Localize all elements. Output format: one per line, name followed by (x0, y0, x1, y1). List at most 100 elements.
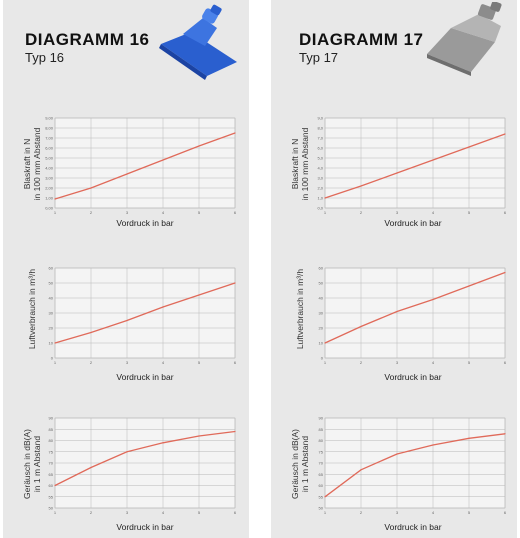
x-tick-label: 6 (504, 210, 507, 215)
y-tick-label: 65 (49, 472, 54, 477)
y-tick-label: 4,0 (317, 166, 323, 171)
data-point (360, 185, 362, 187)
y-tick-label: 55 (319, 494, 324, 499)
y-tick-label: 0,00 (45, 206, 54, 211)
data-point (90, 187, 92, 189)
data-point (432, 444, 434, 446)
y-tick-label: 0 (51, 356, 54, 361)
y-tick-label: 30 (319, 311, 324, 316)
y-tick-label: 50 (49, 281, 54, 286)
y-axis-label: Luftverbrauch in m³/h (295, 268, 305, 350)
x-tick-label: 3 (126, 210, 129, 215)
x-tick-label: 4 (432, 210, 435, 215)
y-tick-label: 65 (319, 472, 324, 477)
plot-background (324, 117, 506, 209)
y-tick-label: 7,00 (45, 136, 54, 141)
x-tick-label: 6 (234, 360, 237, 365)
x-tick-label: 6 (504, 360, 507, 365)
y-tick-label: 4,00 (45, 166, 54, 171)
data-point (468, 285, 470, 287)
data-point (162, 306, 164, 308)
x-tick-label: 3 (396, 510, 399, 515)
y-tick-label: 90 (319, 416, 324, 421)
data-point (198, 294, 200, 296)
data-point (468, 437, 470, 439)
x-axis-label: Vordruck in bar (384, 372, 442, 382)
data-point (234, 430, 236, 433)
y-tick-label: 70 (319, 461, 324, 466)
data-point (54, 342, 56, 344)
data-point (54, 484, 56, 487)
y-tick-label: 7,0 (317, 136, 323, 141)
x-tick-label: 1 (324, 360, 327, 365)
y-tick-label: 8,00 (45, 126, 54, 131)
data-point (360, 325, 362, 328)
plot-area: 0 10 20 30 40 50 60 1 2 3 4 5 6 (319, 266, 507, 366)
series-line (324, 133, 506, 199)
y-tick-label: 60 (49, 266, 54, 271)
y-tick-label: 90 (49, 416, 54, 421)
data-point (126, 173, 128, 175)
data-point (468, 146, 470, 148)
x-tick-label: 3 (396, 210, 399, 215)
y-tick-label: 20 (49, 326, 54, 331)
x-tick-label: 2 (360, 360, 363, 365)
data-point (162, 442, 164, 444)
x-tick-label: 4 (432, 360, 435, 365)
y-tick-label: 0,0 (317, 206, 323, 211)
y-tick-label: 50 (49, 506, 54, 511)
data-point (198, 435, 200, 437)
data-point (234, 282, 236, 284)
data-point (324, 496, 326, 498)
y-tick-label: 6,00 (45, 146, 54, 151)
x-tick-label: 1 (54, 210, 57, 215)
y-tick-label: 85 (49, 427, 54, 432)
x-tick-label: 2 (90, 510, 93, 515)
x-tick-label: 4 (162, 210, 165, 215)
data-point (54, 198, 56, 200)
data-point (90, 466, 92, 469)
plot-background (54, 117, 236, 209)
x-tick-label: 5 (198, 510, 201, 515)
x-tick-label: 5 (468, 210, 471, 215)
data-point (396, 310, 398, 313)
diagram-title: DIAGRAMM 16 (25, 30, 150, 49)
y-tick-label: 1,0 (317, 196, 323, 201)
data-point (504, 271, 506, 274)
y-tick-label: 70 (49, 461, 54, 466)
y-tick-label: 60 (49, 483, 54, 488)
series-line (324, 271, 506, 344)
chart-geraeusch-17: Geräusch in dB(A) in 1 m Abstand 50 55 60 65… (271, 408, 517, 533)
series-line (324, 433, 506, 498)
y-tick-label: 8,0 (317, 126, 323, 131)
data-point (234, 132, 236, 134)
y-tick-label: 60 (319, 266, 324, 271)
x-tick-label: 1 (324, 510, 327, 515)
x-tick-label: 2 (90, 210, 93, 215)
diagram-subtitle: Typ 17 (299, 50, 339, 65)
data-point (324, 342, 326, 344)
x-tick-label: 5 (198, 210, 201, 215)
data-point (324, 197, 326, 199)
y-tick-label: 2,0 (317, 186, 323, 191)
y-tick-label: 75 (49, 449, 54, 454)
plot-area: 0,00 1,00 2,00 3,00 4,00 5,00 6,00 7,00 8,00 9,00… (45, 116, 237, 216)
x-tick-label: 2 (90, 360, 93, 365)
x-tick-label: 5 (468, 510, 471, 515)
blue-flat-nozzle-icon (159, 4, 237, 80)
y-tick-label: 5,0 (317, 156, 323, 161)
data-point (90, 331, 92, 334)
chart-geraeusch-16: Geräusch in dB(A) in 1 m Abstand 50 55 60 65… (3, 408, 249, 533)
y-tick-label: 50 (319, 281, 324, 286)
x-tick-label: 4 (162, 360, 165, 365)
plot-area: 50 55 60 65 70 75 80 85 90 1 2 3 4 5 6 (319, 416, 507, 516)
x-tick-label: 6 (504, 510, 507, 515)
x-tick-label: 4 (432, 510, 435, 515)
data-point (396, 172, 398, 174)
y-tick-label: 0 (321, 356, 324, 361)
y-tick-label: 10 (49, 341, 54, 346)
y-axis-label: Luftverbrauch in m³/h (27, 268, 37, 350)
